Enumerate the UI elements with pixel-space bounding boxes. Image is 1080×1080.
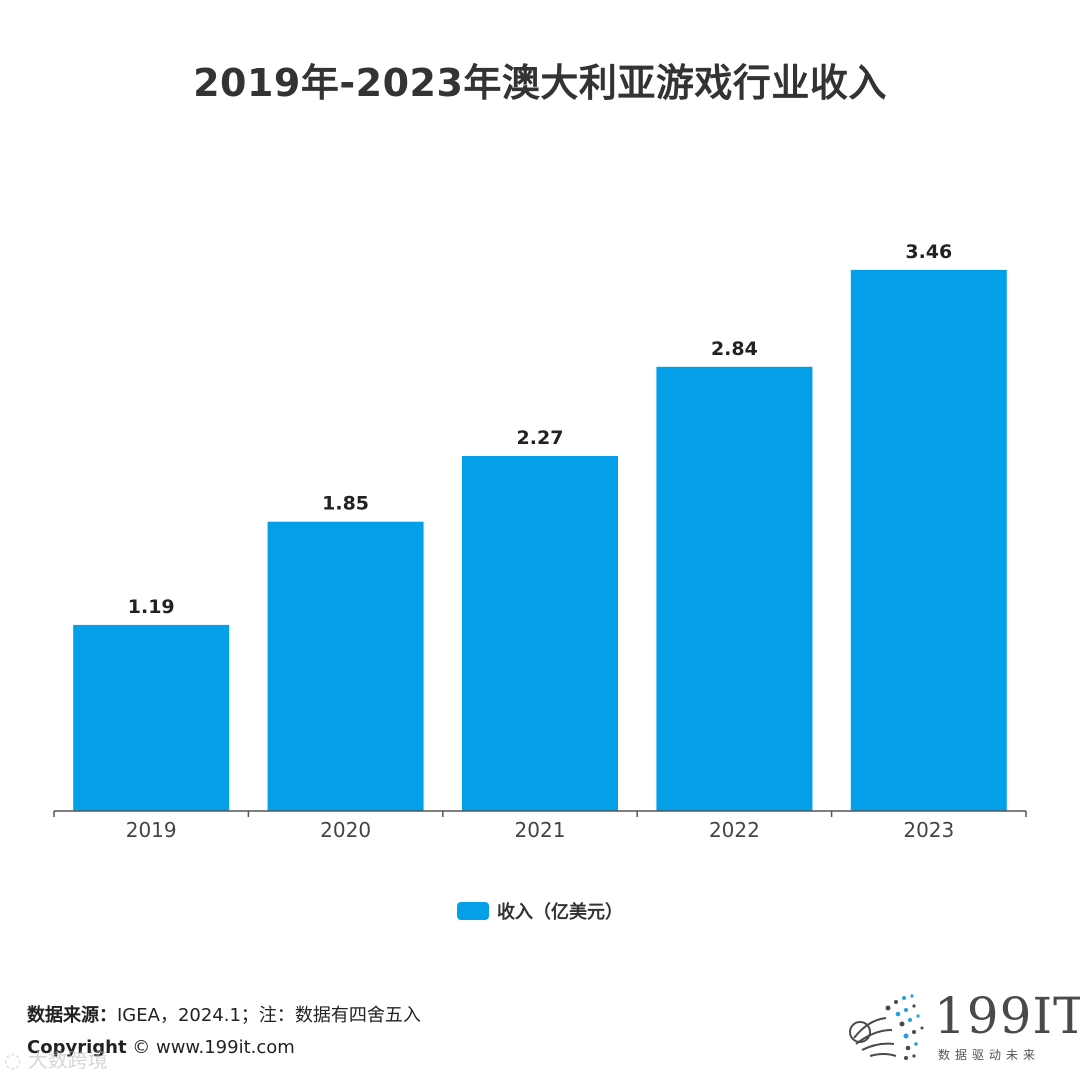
bar-2019: [73, 624, 230, 811]
dot-sphere-logo-icon: [849, 994, 924, 1060]
bar-2021: [462, 456, 618, 811]
watermark-icon: ◌: [4, 1048, 22, 1072]
bar-2022: [656, 366, 813, 811]
data-label-2019: 1.19: [128, 596, 175, 618]
source-note: 数据来源：IGEA，2024.1；注：数据有四舍五入: [27, 1001, 421, 1027]
bar-2023: [850, 269, 1007, 811]
copyright-note: Copyright © www.199it.com: [27, 1037, 295, 1058]
data-label-2021: 2.27: [517, 427, 564, 449]
copyright-value: © www.199it.com: [126, 1037, 295, 1058]
brand-logo: 199IT 数据驱动未来: [848, 990, 1080, 1065]
watermark: ◌ 大数跨境: [4, 1044, 108, 1073]
watermark-text: 大数跨境: [27, 1048, 108, 1072]
x-tick-label-2023: 2023: [903, 818, 954, 842]
chart-title: 2019年-2023年澳大利亚游戏行业收入: [193, 61, 887, 105]
copyright-key: Copyright: [27, 1037, 127, 1058]
data-label-2023: 3.46: [905, 241, 952, 263]
legend-swatch: [457, 902, 489, 920]
bars-group: [73, 269, 1007, 811]
source-key: 数据来源：: [27, 1005, 117, 1026]
logo-wordmark: 199IT: [934, 987, 1080, 1045]
logo-tagline: 数据驱动未来: [938, 1048, 1041, 1062]
x-axis-ticks-group: [53, 811, 1027, 817]
data-label-2022: 2.84: [711, 338, 758, 360]
x-tick-label-2022: 2022: [709, 818, 760, 842]
data-label-2020: 1.85: [322, 493, 369, 515]
x-tick-label-2020: 2020: [320, 818, 371, 842]
source-value: IGEA，2024.1；注：数据有四舍五入: [117, 1005, 421, 1026]
bar-2020: [267, 521, 424, 811]
x-tick-label-2021: 2021: [515, 818, 566, 842]
legend-label: 收入（亿美元）: [497, 902, 623, 923]
x-axis-labels-group: 2019 2020 2021 2022 2023: [126, 818, 955, 842]
legend: 收入（亿美元）: [0, 898, 1080, 924]
data-labels-group: 1.19 1.85 2.27 2.84 3.46: [128, 241, 952, 618]
x-tick-label-2019: 2019: [126, 818, 177, 842]
